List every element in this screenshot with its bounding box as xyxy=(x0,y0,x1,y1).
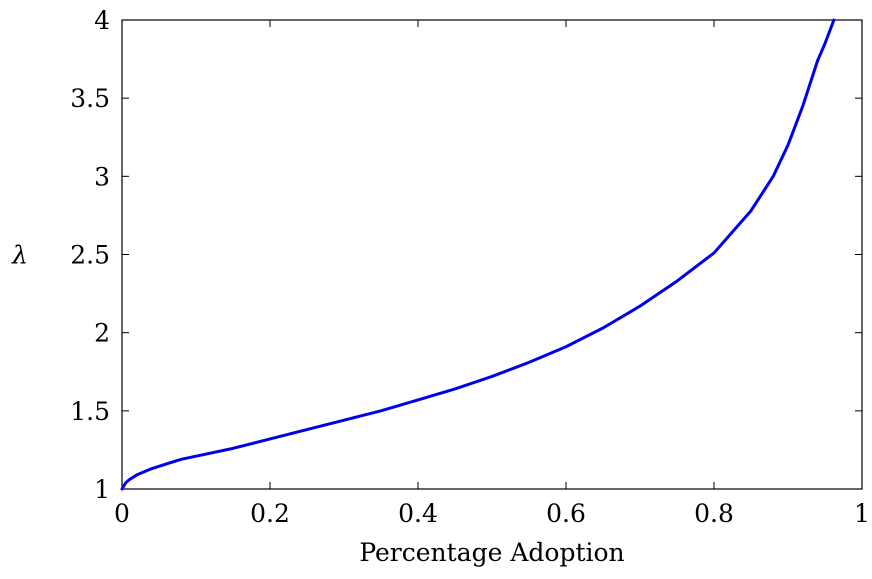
y-axis-label: λ xyxy=(11,241,28,270)
x-axis-label: Percentage Adoption xyxy=(359,538,624,567)
x-tick-label: 0 xyxy=(114,499,130,528)
plot-frame xyxy=(121,19,863,490)
series-line xyxy=(120,18,836,491)
y-tick-label: 1 xyxy=(94,475,110,504)
y-tick-label: 3.5 xyxy=(70,84,110,113)
y-tick-label: 3 xyxy=(94,162,110,191)
x-tick-label: 0.4 xyxy=(398,499,438,528)
y-tick-label: 2.5 xyxy=(70,241,110,270)
x-tick-label: 1 xyxy=(854,499,870,528)
x-tick-label: 0.2 xyxy=(250,499,290,528)
x-tick-label: 0.6 xyxy=(546,499,586,528)
x-tick-label: 0.8 xyxy=(694,499,734,528)
axis-tick-labels: 0 0.2 0.4 0.6 0.8 1 1 1.5 2 2.5 3 3.5 4 xyxy=(70,6,870,528)
y-tick-label: 2 xyxy=(94,319,110,348)
axis-ticks xyxy=(121,19,863,490)
y-tick-label: 1.5 xyxy=(70,397,110,426)
y-tick-label: 4 xyxy=(94,6,110,35)
